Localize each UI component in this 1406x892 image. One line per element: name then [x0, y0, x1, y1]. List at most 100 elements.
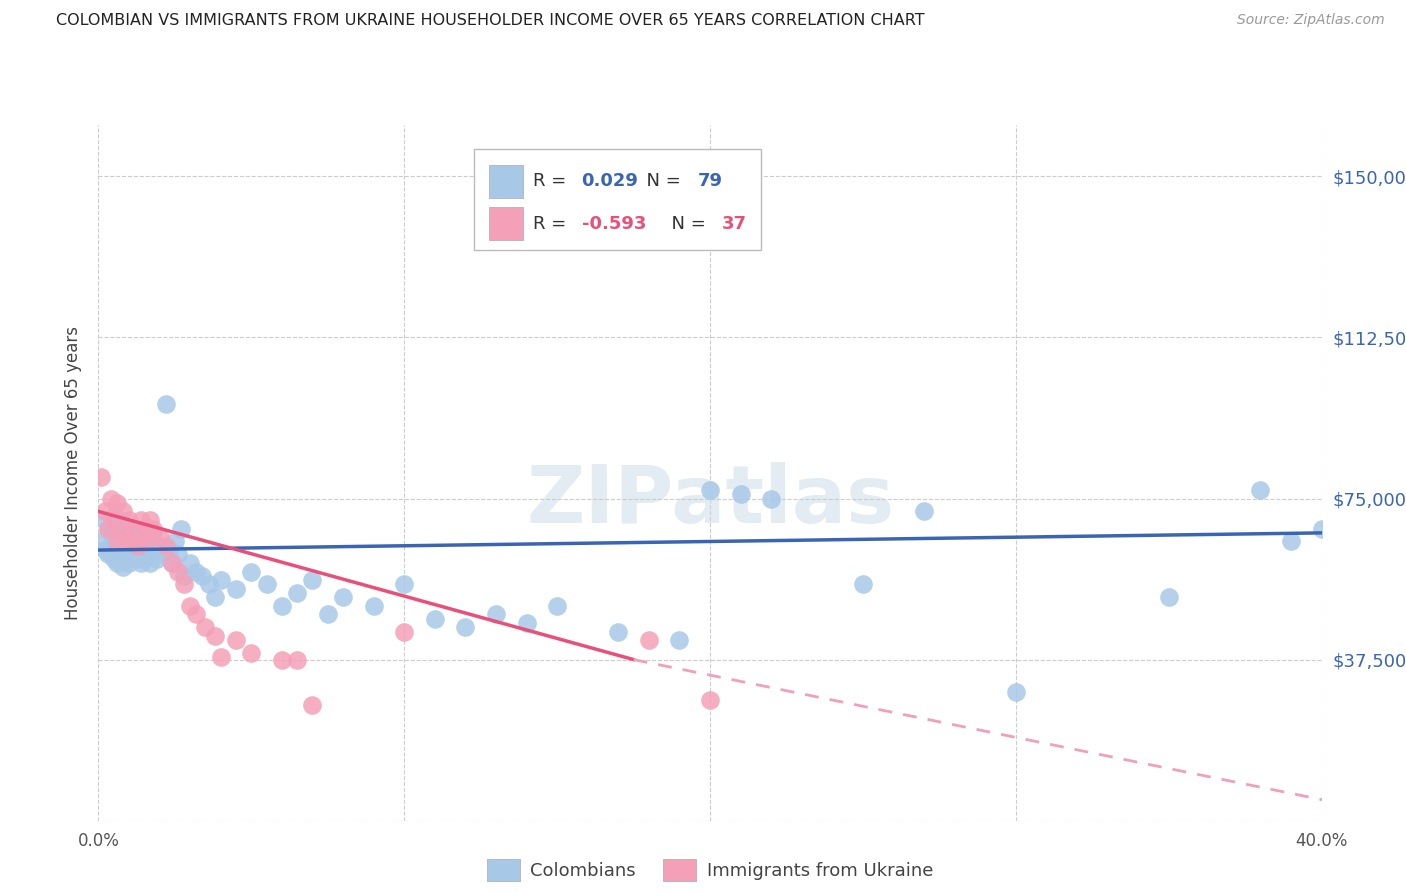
Point [209, 573, 232, 587]
Text: 37: 37 [723, 215, 747, 233]
Point [124, 539, 146, 553]
Point [191, 569, 214, 583]
Text: -0.593: -0.593 [582, 215, 645, 233]
Point [186, 607, 208, 622]
Point [105, 496, 128, 510]
Point [173, 577, 195, 591]
Point [142, 543, 165, 558]
Point [118, 513, 141, 527]
Legend: Colombians, Immigrants from Ukraine: Colombians, Immigrants from Ukraine [479, 852, 941, 888]
Point [136, 534, 159, 549]
Point [173, 569, 195, 583]
Point [194, 620, 217, 634]
Point [142, 522, 165, 536]
Point [423, 612, 446, 626]
Point [392, 577, 416, 591]
Point [301, 698, 323, 712]
Point [225, 633, 247, 648]
Point [170, 522, 193, 536]
Point [118, 556, 141, 570]
Point [149, 530, 172, 544]
Point [197, 577, 219, 591]
Point [111, 560, 134, 574]
Point [392, 624, 416, 639]
Point [134, 525, 156, 540]
Point [129, 513, 152, 527]
Point [111, 504, 134, 518]
Point [134, 530, 156, 544]
Point [111, 539, 134, 553]
Point [155, 539, 177, 553]
Point [546, 599, 568, 613]
Point [90, 470, 112, 484]
Point [155, 397, 177, 411]
Point [240, 646, 263, 660]
Point [454, 620, 477, 634]
Text: 0.029: 0.029 [582, 172, 638, 190]
Point [637, 633, 661, 648]
Point [516, 616, 538, 631]
Point [93, 543, 115, 558]
Point [160, 556, 183, 570]
Point [115, 530, 138, 544]
Point [730, 487, 752, 501]
Point [1157, 591, 1180, 605]
Point [100, 525, 122, 540]
Point [149, 539, 172, 553]
Point [759, 491, 782, 506]
Point [129, 543, 152, 558]
Point [105, 556, 128, 570]
Point [136, 547, 159, 561]
Point [97, 522, 120, 536]
Point [115, 522, 138, 536]
Point [167, 547, 190, 561]
Point [108, 513, 131, 527]
Point [124, 551, 146, 566]
Point [332, 591, 354, 605]
Text: R =: R = [533, 172, 572, 190]
Point [142, 525, 165, 540]
Point [301, 573, 323, 587]
Point [186, 565, 208, 579]
Point [1004, 685, 1026, 699]
Point [256, 577, 278, 591]
Point [105, 530, 128, 544]
Point [97, 522, 120, 536]
Point [209, 650, 232, 665]
Point [100, 491, 122, 506]
Point [160, 556, 183, 570]
Point [100, 539, 122, 553]
Text: N =: N = [636, 172, 688, 190]
Point [607, 624, 630, 639]
Point [103, 513, 125, 527]
Point [668, 633, 690, 648]
Point [363, 599, 385, 613]
Point [167, 565, 190, 579]
Point [105, 534, 128, 549]
Point [90, 534, 112, 549]
Point [121, 543, 143, 558]
Point [157, 543, 180, 558]
Point [108, 543, 131, 558]
Point [285, 586, 308, 600]
Text: R =: R = [533, 215, 572, 233]
Point [912, 504, 935, 518]
Point [152, 547, 174, 561]
Point [127, 525, 149, 540]
Point [179, 599, 201, 613]
Point [699, 693, 721, 707]
Point [93, 504, 115, 518]
Point [129, 556, 152, 570]
Point [204, 591, 226, 605]
Point [316, 607, 339, 622]
Point [139, 513, 162, 527]
Point [285, 652, 308, 666]
Point [121, 530, 143, 544]
FancyBboxPatch shape [489, 207, 523, 240]
Point [103, 508, 125, 523]
FancyBboxPatch shape [489, 164, 523, 198]
Point [852, 577, 875, 591]
Text: 79: 79 [697, 172, 723, 190]
Point [136, 534, 159, 549]
Point [124, 522, 146, 536]
